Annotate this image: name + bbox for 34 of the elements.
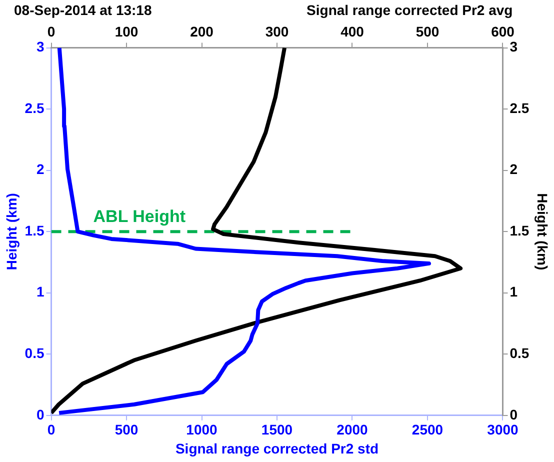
y-tick-label: 0 [36, 406, 44, 422]
y2-tick-label: 1 [510, 284, 518, 300]
y-tick-label: 2.5 [24, 100, 44, 116]
x-axis-title: Signal range corrected Pr2 std [175, 440, 379, 456]
x-tick-label: 1000 [186, 422, 218, 438]
series-label: ABL Height [93, 206, 186, 226]
x-tick-label: 2500 [412, 422, 444, 438]
y-axis-title: Height (km) [3, 193, 20, 270]
y2-axis-title: Height (km) [534, 193, 551, 270]
x-tick-label: 500 [114, 422, 138, 438]
x2-tick-label: 300 [265, 23, 289, 40]
x2-tick-label: 0 [47, 23, 56, 40]
y-tick-label: 0.5 [24, 344, 44, 361]
y2-tick-label: 0 [510, 406, 518, 422]
y-tick-label: 1 [36, 284, 44, 300]
y2-tick-label: 3 [510, 38, 518, 55]
y-tick-label: 2 [36, 161, 44, 178]
y2-tick-label: 2.5 [510, 100, 530, 116]
y-tick-label: 3 [36, 38, 44, 55]
x2-tick-label: 500 [416, 23, 440, 40]
x-tick-label: 0 [47, 422, 56, 438]
x2-tick-label: 600 [491, 23, 515, 40]
y2-tick-label: 2 [510, 161, 518, 178]
y2-tick-label: 1.5 [510, 222, 530, 238]
x-tick-label: 1500 [261, 422, 293, 438]
x-tick-label: 3000 [487, 422, 519, 438]
chart-title: 08-Sep-2014 at 13:18 [14, 2, 152, 18]
x2-tick-label: 100 [114, 23, 138, 40]
x2-tick-label: 200 [190, 23, 214, 40]
y-tick-label: 1.5 [24, 222, 44, 238]
x2-axis-title: Signal range corrected Pr2 avg [306, 2, 513, 18]
x-tick-label: 2000 [336, 422, 368, 438]
x2-tick-label: 400 [340, 23, 364, 40]
y2-tick-label: 0.5 [510, 344, 530, 361]
